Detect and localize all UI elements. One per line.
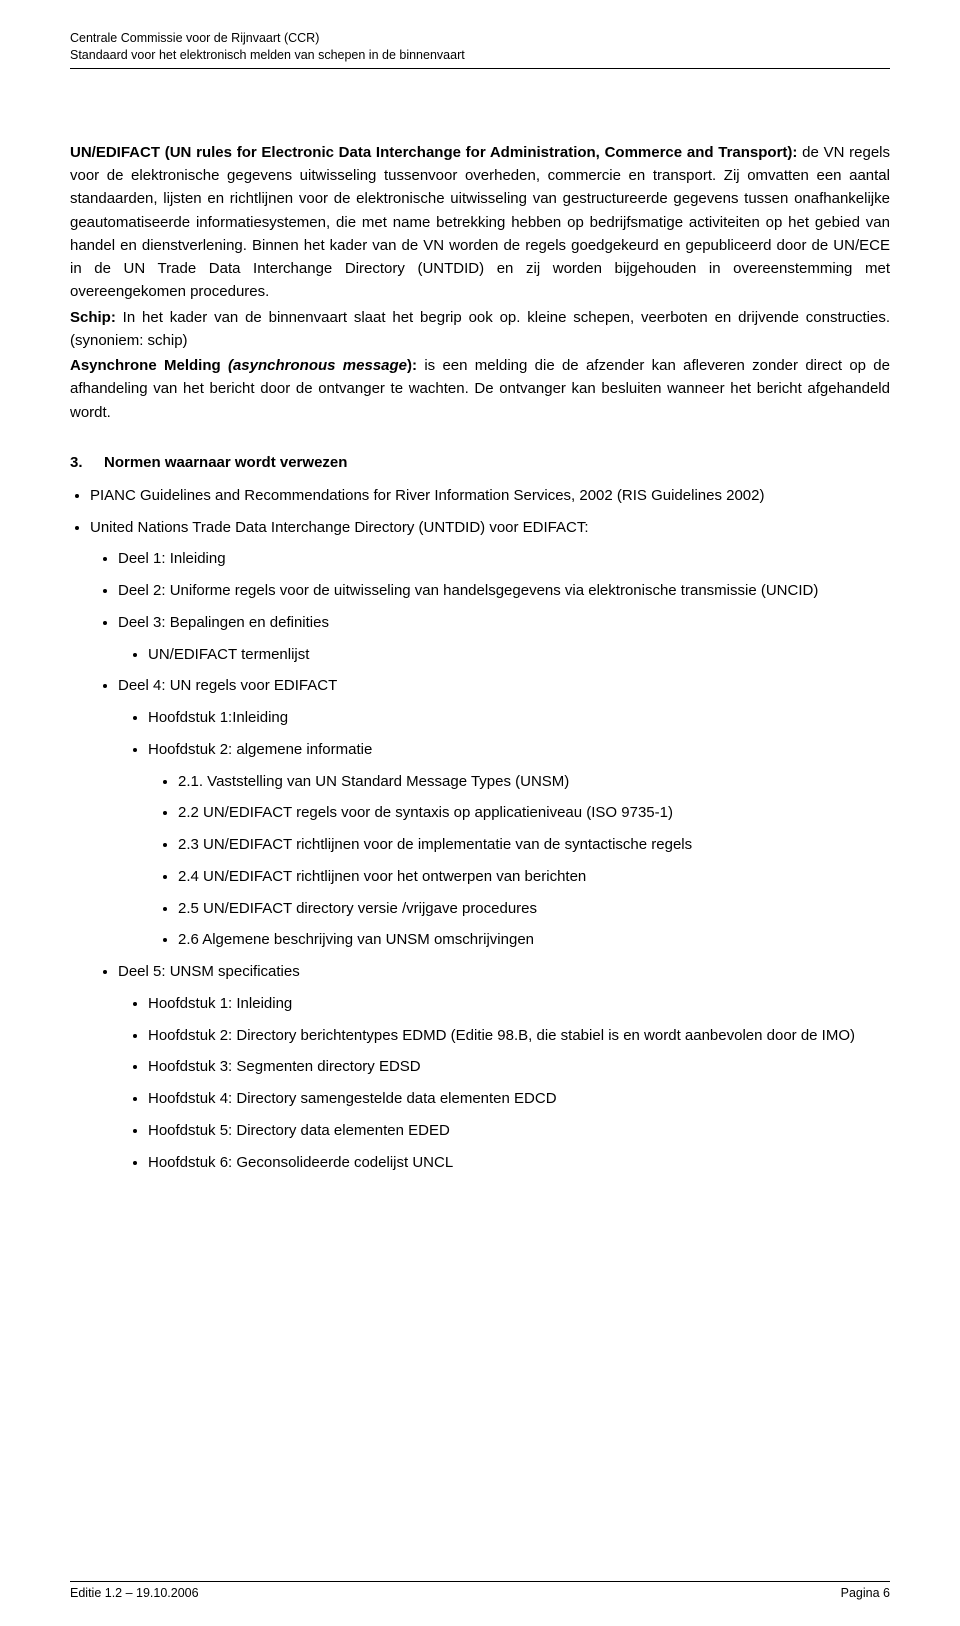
list-item-text: Deel 3: Bepalingen en definities (118, 614, 329, 631)
paragraph-schip: Schip: In het kader van de binnenvaart s… (70, 306, 890, 353)
list-item-text: United Nations Trade Data Interchange Di… (90, 519, 589, 536)
paragraph-unedifact: UN/EDIFACT (UN rules for Electronic Data… (70, 141, 890, 304)
document-page: Centrale Commissie voor de Rijnvaart (CC… (0, 0, 960, 1626)
term-schip: Schip: (70, 309, 116, 326)
list-item: Hoofdstuk 2: Directory berichtentypes ED… (148, 1025, 890, 1047)
deel5-sublist: Hoofdstuk 1: Inleiding Hoofdstuk 2: Dire… (118, 993, 890, 1174)
term-asynchrone-italic: (asynchronous message (228, 357, 407, 374)
deel4-h2-sublist: 2.1. Vaststelling van UN Standard Messag… (148, 771, 890, 952)
section-3-number: 3. (70, 454, 104, 471)
section-3-title: Normen waarnaar wordt verwezen (104, 454, 347, 471)
list-item: UN/EDIFACT termenlijst (148, 644, 890, 666)
list-item: Hoofdstuk 1:Inleiding (148, 707, 890, 729)
paragraph-asynchrone: Asynchrone Melding (asynchronous message… (70, 354, 890, 424)
list-item: Hoofdstuk 6: Geconsolideerde codelijst U… (148, 1152, 890, 1174)
list-item: Hoofdstuk 5: Directory data elementen ED… (148, 1120, 890, 1142)
body-content: UN/EDIFACT (UN rules for Electronic Data… (70, 141, 890, 424)
schip-text: In het kader van de binnenvaart slaat he… (70, 309, 890, 349)
list-item: 2.6 Algemene beschrijving van UNSM omsch… (178, 929, 890, 951)
page-header: Centrale Commissie voor de Rijnvaart (CC… (70, 30, 890, 69)
list-item: 2.4 UN/EDIFACT richtlijnen voor het ontw… (178, 866, 890, 888)
unedifact-text: de VN regels voor de elektronische gegev… (70, 144, 890, 301)
list-item: 2.1. Vaststelling van UN Standard Messag… (178, 771, 890, 793)
list-item: Deel 1: Inleiding (118, 548, 890, 570)
untdid-parts-list: Deel 1: Inleiding Deel 2: Uniforme regel… (90, 548, 890, 1173)
list-item: Deel 5: UNSM specificaties Hoofdstuk 1: … (118, 961, 890, 1173)
list-item: 2.3 UN/EDIFACT richtlijnen voor de imple… (178, 834, 890, 856)
list-item-text: Deel 4: UN regels voor EDIFACT (118, 677, 337, 694)
list-item: 2.2 UN/EDIFACT regels voor de syntaxis o… (178, 802, 890, 824)
deel4-sublist: Hoofdstuk 1:Inleiding Hoofdstuk 2: algem… (118, 707, 890, 951)
term-asynchrone-2: ): (407, 357, 417, 374)
list-item: Hoofdstuk 2: algemene informatie 2.1. Va… (148, 739, 890, 951)
section-3-heading: 3. Normen waarnaar wordt verwezen (70, 454, 890, 471)
header-line-2: Standaard voor het elektronisch melden v… (70, 47, 890, 64)
list-item: 2.5 UN/EDIFACT directory versie /vrijgav… (178, 898, 890, 920)
list-item: Deel 3: Bepalingen en definities UN/EDIF… (118, 612, 890, 666)
footer-page-number: Pagina 6 (841, 1586, 890, 1600)
list-item: Deel 2: Uniforme regels voor de uitwisse… (118, 580, 890, 602)
list-item-text: Hoofdstuk 2: algemene informatie (148, 741, 372, 758)
list-item-text: Deel 5: UNSM specificaties (118, 963, 300, 980)
list-item: United Nations Trade Data Interchange Di… (90, 517, 890, 1174)
list-item: Hoofdstuk 1: Inleiding (148, 993, 890, 1015)
term-asynchrone-1: Asynchrone Melding (70, 357, 228, 374)
list-item: PIANC Guidelines and Recommendations for… (90, 485, 890, 507)
term-unedifact: UN/EDIFACT (UN rules for Electronic Data… (70, 144, 797, 161)
page-footer: Editie 1.2 – 19.10.2006 Pagina 6 (70, 1581, 890, 1600)
list-item: Deel 4: UN regels voor EDIFACT Hoofdstuk… (118, 675, 890, 951)
list-item: Hoofdstuk 3: Segmenten directory EDSD (148, 1056, 890, 1078)
footer-edition: Editie 1.2 – 19.10.2006 (70, 1586, 199, 1600)
list-item: Hoofdstuk 4: Directory samengestelde dat… (148, 1088, 890, 1110)
norms-list: PIANC Guidelines and Recommendations for… (70, 485, 890, 1174)
header-line-1: Centrale Commissie voor de Rijnvaart (CC… (70, 30, 890, 47)
deel3-sublist: UN/EDIFACT termenlijst (118, 644, 890, 666)
